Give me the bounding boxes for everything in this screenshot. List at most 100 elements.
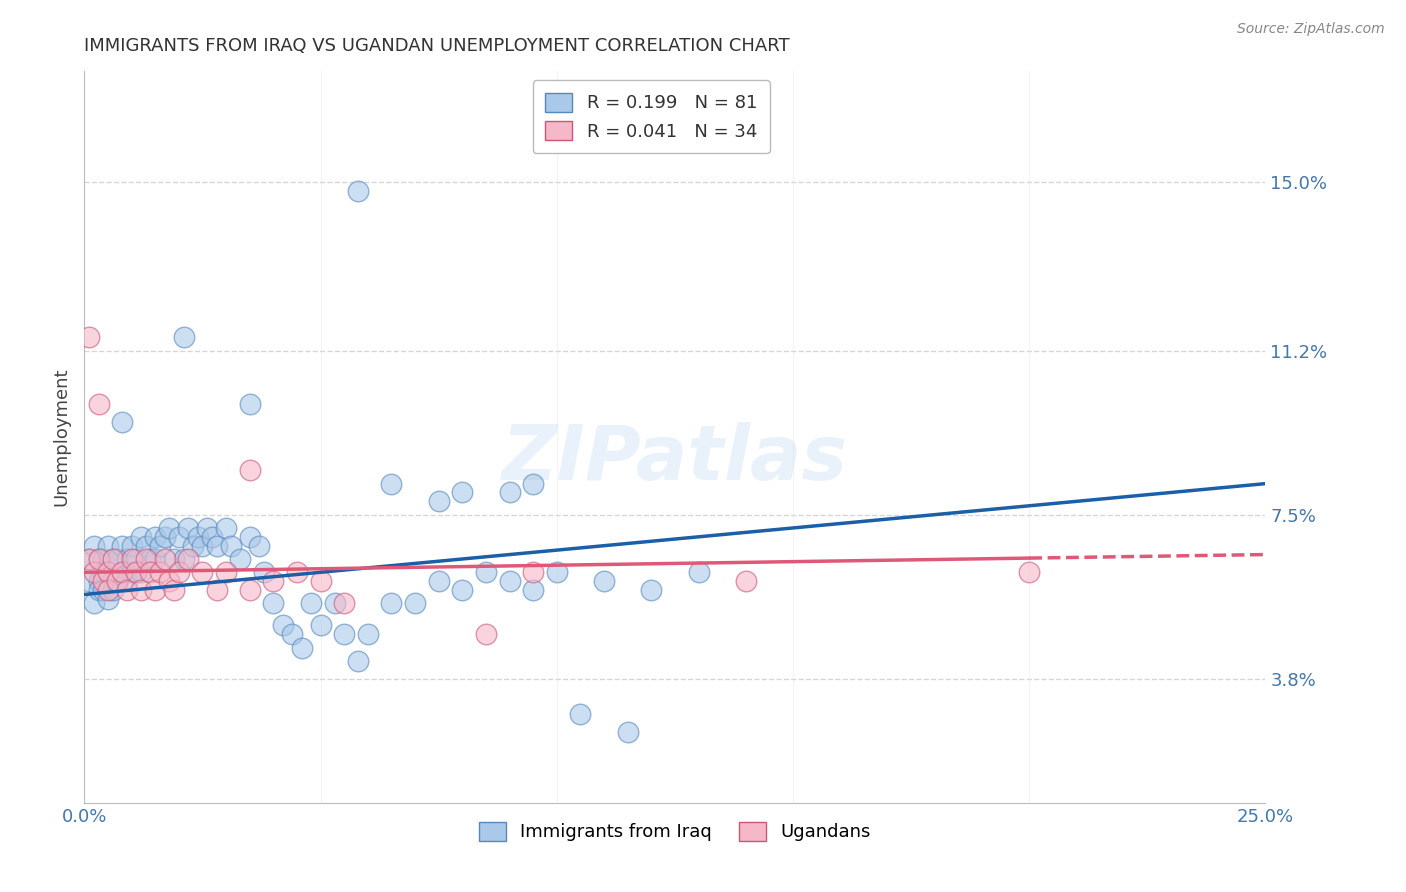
- Point: [291, 640, 314, 655]
- Point: [91, 582, 114, 597]
- Point: [143, 530, 166, 544]
- Point: [115, 582, 138, 597]
- Point: [139, 552, 162, 566]
- Point: [569, 707, 592, 722]
- Point: [97, 539, 120, 553]
- Point: [149, 539, 172, 553]
- Point: [299, 596, 322, 610]
- Point: [201, 530, 224, 544]
- Point: [1018, 566, 1040, 580]
- Point: [451, 485, 474, 500]
- Point: [593, 574, 616, 589]
- Point: [219, 539, 242, 553]
- Point: [309, 574, 332, 589]
- Point: [333, 627, 356, 641]
- Point: [404, 596, 426, 610]
- Point: [139, 566, 162, 580]
- Point: [77, 552, 100, 566]
- Point: [83, 566, 105, 580]
- Point: [181, 539, 204, 553]
- Point: [163, 552, 186, 566]
- Point: [323, 596, 346, 610]
- Point: [347, 184, 370, 198]
- Point: [83, 539, 105, 553]
- Point: [101, 552, 124, 566]
- Point: [380, 476, 402, 491]
- Point: [734, 574, 756, 589]
- Point: [87, 397, 110, 411]
- Point: [262, 596, 284, 610]
- Point: [135, 552, 157, 566]
- Point: [143, 582, 166, 597]
- Point: [87, 574, 110, 589]
- Point: [285, 566, 308, 580]
- Point: [107, 552, 129, 566]
- Point: [101, 552, 124, 566]
- Point: [475, 627, 498, 641]
- Point: [187, 530, 209, 544]
- Point: [191, 566, 214, 580]
- Point: [239, 582, 262, 597]
- Point: [77, 552, 100, 566]
- Point: [153, 552, 176, 566]
- Point: [380, 596, 402, 610]
- Point: [101, 582, 124, 597]
- Point: [121, 552, 143, 566]
- Point: [107, 574, 129, 589]
- Point: [239, 530, 262, 544]
- Point: [91, 566, 114, 580]
- Point: [498, 485, 520, 500]
- Point: [347, 654, 370, 668]
- Point: [205, 539, 228, 553]
- Point: [522, 582, 544, 597]
- Point: [247, 539, 270, 553]
- Point: [91, 552, 114, 566]
- Point: [153, 530, 176, 544]
- Point: [616, 724, 638, 739]
- Point: [546, 566, 568, 580]
- Point: [195, 521, 218, 535]
- Point: [357, 627, 380, 641]
- Point: [167, 566, 190, 580]
- Point: [97, 591, 120, 606]
- Point: [107, 574, 129, 589]
- Point: [129, 582, 152, 597]
- Point: [177, 521, 200, 535]
- Point: [333, 596, 356, 610]
- Point: [253, 566, 276, 580]
- Point: [115, 574, 138, 589]
- Y-axis label: Unemployment: Unemployment: [52, 368, 70, 507]
- Point: [688, 566, 710, 580]
- Point: [215, 521, 238, 535]
- Point: [640, 582, 662, 597]
- Point: [77, 330, 100, 344]
- Text: IMMIGRANTS FROM IRAQ VS UGANDAN UNEMPLOYMENT CORRELATION CHART: IMMIGRANTS FROM IRAQ VS UGANDAN UNEMPLOY…: [84, 37, 790, 54]
- Point: [111, 566, 134, 580]
- Point: [475, 566, 498, 580]
- Point: [427, 574, 450, 589]
- Point: [115, 552, 138, 566]
- Point: [121, 566, 143, 580]
- Point: [309, 618, 332, 632]
- Point: [129, 530, 152, 544]
- Point: [262, 574, 284, 589]
- Text: ZIPatlas: ZIPatlas: [502, 422, 848, 496]
- Point: [215, 566, 238, 580]
- Point: [427, 494, 450, 508]
- Point: [451, 582, 474, 597]
- Point: [111, 415, 134, 429]
- Legend: Immigrants from Iraq, Ugandans: Immigrants from Iraq, Ugandans: [471, 814, 879, 848]
- Point: [97, 566, 120, 580]
- Point: [177, 552, 200, 566]
- Point: [149, 566, 172, 580]
- Point: [91, 574, 114, 589]
- Point: [87, 552, 110, 566]
- Point: [271, 618, 294, 632]
- Point: [125, 552, 148, 566]
- Point: [522, 476, 544, 491]
- Point: [498, 574, 520, 589]
- Point: [229, 552, 252, 566]
- Point: [125, 566, 148, 580]
- Point: [157, 521, 180, 535]
- Point: [205, 582, 228, 597]
